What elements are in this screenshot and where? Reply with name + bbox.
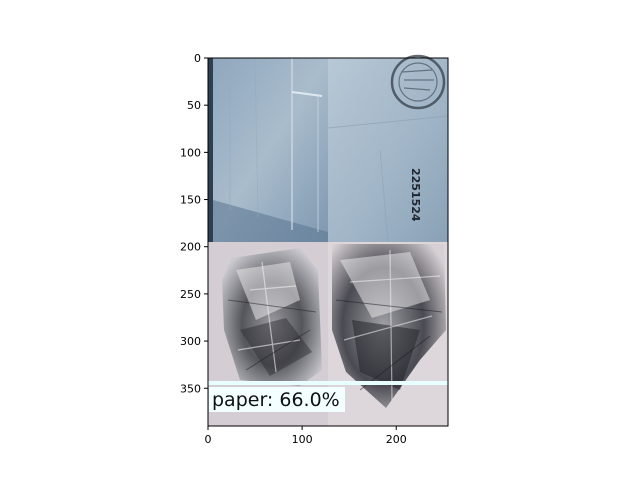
x-tick-label: 0 bbox=[205, 433, 212, 446]
x-axis-ticks: 0 100 200 bbox=[205, 426, 407, 446]
label-highlight-line bbox=[208, 381, 448, 385]
x-tick-label: 200 bbox=[386, 433, 407, 446]
tile-crumpled-aluminum-foil-1 bbox=[208, 242, 328, 426]
prediction-label: paper: 66.0% bbox=[212, 389, 340, 411]
tile-cardboard-with-printed-number: 2251524 bbox=[327, 54, 449, 243]
tile-crumpled-aluminum-foil-2 bbox=[328, 242, 448, 426]
axes-frame bbox=[207, 57, 449, 427]
image-area: 2251524 bbox=[208, 54, 449, 426]
y-tick-label: 250 bbox=[180, 288, 201, 301]
y-tick-label: 300 bbox=[180, 335, 201, 348]
y-tick-label: 0 bbox=[194, 52, 201, 65]
x-tick-label: 100 bbox=[292, 433, 313, 446]
printed-number-text: 2251524 bbox=[409, 168, 422, 222]
y-tick-label: 350 bbox=[180, 382, 201, 395]
y-axis-ticks: 0 50 100 150 200 250 300 350 bbox=[180, 52, 208, 395]
prediction-label-box: paper: 66.0% bbox=[209, 387, 345, 412]
y-tick-label: 100 bbox=[180, 146, 201, 159]
y-tick-label: 50 bbox=[187, 99, 201, 112]
y-tick-label: 150 bbox=[180, 194, 201, 207]
y-tick-label: 200 bbox=[180, 241, 201, 254]
stamp-circle bbox=[390, 54, 446, 110]
tile-cardboard-box-interior bbox=[208, 57, 328, 242]
